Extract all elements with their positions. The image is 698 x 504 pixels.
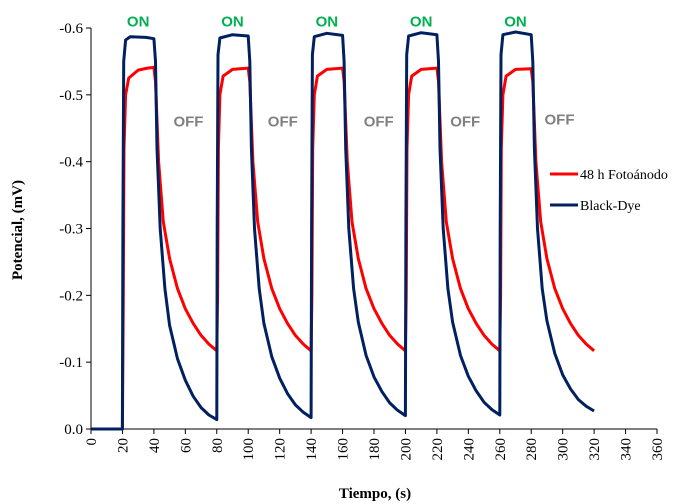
series-line-black-dye <box>91 30 595 431</box>
x-tick-label: 100 <box>241 438 257 461</box>
on-annotation: ON <box>127 13 150 30</box>
x-tick-label: 360 <box>650 438 666 461</box>
y-axis-title: Potencial, (mV) <box>10 180 26 280</box>
x-tick-label: 180 <box>367 438 383 461</box>
x-tick-label: 260 <box>493 438 509 461</box>
legend-label: 48 h Fotoánodo <box>580 168 668 183</box>
annotation-layer: ON ON ON ON ON OFF OFF OFF OFF OFF <box>127 13 575 130</box>
x-tick-label: 0 <box>84 438 100 446</box>
y-tick-label: -0.6 <box>59 21 83 37</box>
x-tick-label: 300 <box>556 438 572 461</box>
x-tick-label: 80 <box>210 438 226 453</box>
y-axis-ticks: 0.0 -0.1 -0.2 -0.3 -0.4 -0.5 -0.6 <box>59 21 91 438</box>
x-tick-label: 140 <box>304 438 320 461</box>
off-annotation: OFF <box>364 114 394 131</box>
series-line-fotoanodo <box>91 65 596 431</box>
x-tick-label: 200 <box>398 438 414 461</box>
y-tick-label: -0.3 <box>59 222 83 238</box>
x-tick-label: 280 <box>524 438 540 461</box>
y-tick-label: -0.5 <box>59 88 83 104</box>
on-annotation: ON <box>504 13 527 30</box>
y-tick-label: -0.1 <box>59 355 83 371</box>
x-tick-label: 240 <box>461 438 477 461</box>
off-annotation: OFF <box>450 114 480 131</box>
series-layer <box>91 30 596 431</box>
x-tick-label: 220 <box>430 438 446 461</box>
x-tick-label: 120 <box>273 438 289 461</box>
on-annotation: ON <box>316 13 339 30</box>
y-tick-label: -0.2 <box>59 288 83 304</box>
x-tick-label: 40 <box>147 438 163 453</box>
plot-area: 0.0 -0.1 -0.2 -0.3 -0.4 -0.5 -0.6 0 20 40 60 80 100… <box>59 13 666 460</box>
off-annotation: OFF <box>173 114 203 131</box>
off-annotation: OFF <box>268 114 298 131</box>
x-tick-label: 340 <box>619 438 635 461</box>
legend-label: Black-Dye <box>580 199 641 214</box>
off-annotation: OFF <box>545 112 575 129</box>
on-annotation: ON <box>410 13 433 30</box>
x-tick-label: 160 <box>336 438 352 461</box>
legend: 48 h Fotoánodo Black-Dye <box>550 168 668 214</box>
on-annotation: ON <box>221 13 244 30</box>
x-axis-ticks: 0 20 40 60 80 100 120 140 160 180 200 220 240 260 280 3… <box>84 429 666 461</box>
y-tick-label: -0.4 <box>59 155 83 171</box>
y-tick-label: 0.0 <box>64 422 83 438</box>
x-tick-label: 20 <box>115 438 131 453</box>
x-axis-title: Tiempo, (s) <box>339 486 411 502</box>
x-tick-label: 320 <box>587 438 603 461</box>
x-tick-label: 60 <box>178 438 194 453</box>
